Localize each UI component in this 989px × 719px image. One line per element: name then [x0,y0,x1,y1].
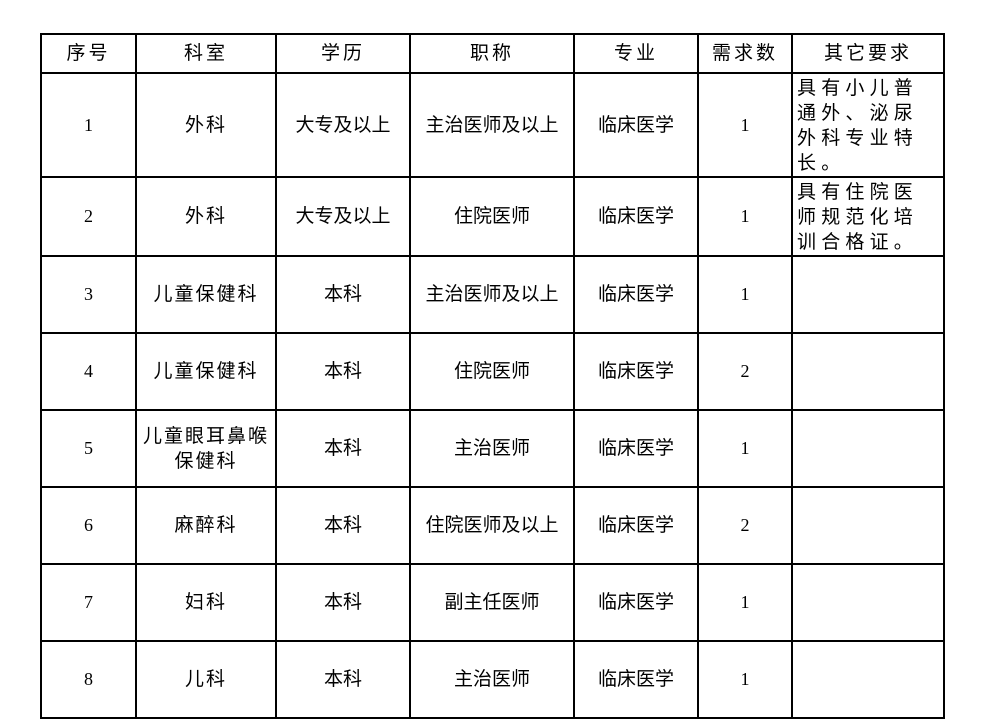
cell-no: 3 [40,255,137,334]
cell-edu: 大专及以上 [275,72,411,178]
table-row: 6 麻醉科 本科 住院医师及以上 临床医学 2 [40,486,945,565]
cell-title: 住院医师 [409,332,575,411]
table-row: 8 儿科 本科 主治医师 临床医学 1 [40,640,945,719]
cell-title: 住院医师 [409,176,575,257]
cell-note [791,409,945,488]
cell-no: 1 [40,72,137,178]
cell-count: 1 [697,640,793,719]
cell-title: 住院医师及以上 [409,486,575,565]
cell-major: 临床医学 [573,332,699,411]
cell-major: 临床医学 [573,72,699,178]
cell-note: 具有小儿普通外、泌尿外科专业特长。 [791,72,945,178]
cell-count: 2 [697,486,793,565]
cell-dept: 外科 [135,176,277,257]
cell-edu: 本科 [275,255,411,334]
cell-count: 1 [697,72,793,178]
cell-note [791,332,945,411]
header-row: 序号 科室 学历 职称 专业 需求数 其它要求 [40,33,945,74]
cell-title: 主治医师及以上 [409,255,575,334]
cell-edu: 本科 [275,640,411,719]
cell-dept: 儿童保健科 [135,332,277,411]
table-row: 5 儿童眼耳鼻喉保健科 本科 主治医师 临床医学 1 [40,409,945,488]
recruitment-table: 序号 科室 学历 职称 专业 需求数 其它要求 1 外科 大专及以上 主治医师及以上临… [40,33,945,719]
cell-major: 临床医学 [573,486,699,565]
cell-dept: 儿童眼耳鼻喉保健科 [135,409,277,488]
cell-no: 7 [40,563,137,642]
cell-note [791,640,945,719]
cell-major: 临床医学 [573,409,699,488]
cell-dept: 儿科 [135,640,277,719]
cell-edu: 本科 [275,332,411,411]
cell-major: 临床医学 [573,640,699,719]
header-no: 序号 [40,33,137,74]
header-title: 职称 [409,33,575,74]
cell-dept: 麻醉科 [135,486,277,565]
cell-note [791,563,945,642]
cell-title: 副主任医师 [409,563,575,642]
cell-dept: 儿童保健科 [135,255,277,334]
table-row: 7 妇科 本科 副主任医师 临床医学 1 [40,563,945,642]
cell-note [791,486,945,565]
cell-edu: 本科 [275,486,411,565]
cell-no: 5 [40,409,137,488]
cell-count: 1 [697,563,793,642]
cell-count: 1 [697,255,793,334]
cell-no: 2 [40,176,137,257]
table-row: 3 儿童保健科 本科 主治医师及以上 临床医学 1 [40,255,945,334]
cell-major: 临床医学 [573,255,699,334]
cell-no: 4 [40,332,137,411]
cell-title: 主治医师 [409,640,575,719]
cell-no: 8 [40,640,137,719]
cell-dept: 外科 [135,72,277,178]
cell-edu: 本科 [275,563,411,642]
cell-major: 临床医学 [573,563,699,642]
table-row: 1 外科 大专及以上 主治医师及以上 临床医学 1 具有小儿普通外、泌尿外科专业特长。 [40,72,945,178]
cell-title: 主治医师 [409,409,575,488]
header-major: 专业 [573,33,699,74]
cell-no: 6 [40,486,137,565]
cell-title: 主治医师及以上 [409,72,575,178]
cell-count: 1 [697,409,793,488]
header-edu: 学历 [275,33,411,74]
cell-edu: 大专及以上 [275,176,411,257]
cell-count: 2 [697,332,793,411]
cell-edu: 本科 [275,409,411,488]
header-count: 需求数 [697,33,793,74]
cell-dept: 妇科 [135,563,277,642]
cell-note: 具有住院医师规范化培训合格证。 [791,176,945,257]
cell-major: 临床医学 [573,176,699,257]
table-row: 4 儿童保健科 本科 住院医师 临床医学 2 [40,332,945,411]
cell-note [791,255,945,334]
table-row: 2 外科 大专及以上 住院医师 临床医学 1 具有住院医师规范化培训合格证。 [40,176,945,257]
cell-count: 1 [697,176,793,257]
header-dept: 科室 [135,33,277,74]
header-note: 其它要求 [791,33,945,74]
